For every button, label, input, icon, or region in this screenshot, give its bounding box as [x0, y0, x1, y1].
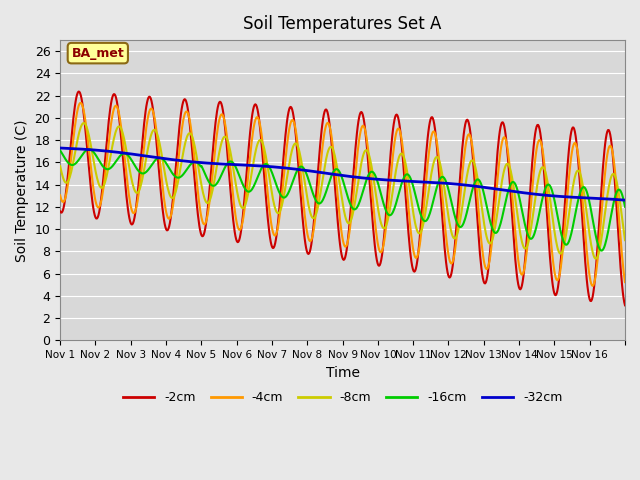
Text: BA_met: BA_met [72, 47, 124, 60]
X-axis label: Time: Time [326, 366, 360, 380]
Title: Soil Temperatures Set A: Soil Temperatures Set A [243, 15, 442, 33]
Legend: -2cm, -4cm, -8cm, -16cm, -32cm: -2cm, -4cm, -8cm, -16cm, -32cm [118, 386, 568, 409]
Y-axis label: Soil Temperature (C): Soil Temperature (C) [15, 119, 29, 262]
